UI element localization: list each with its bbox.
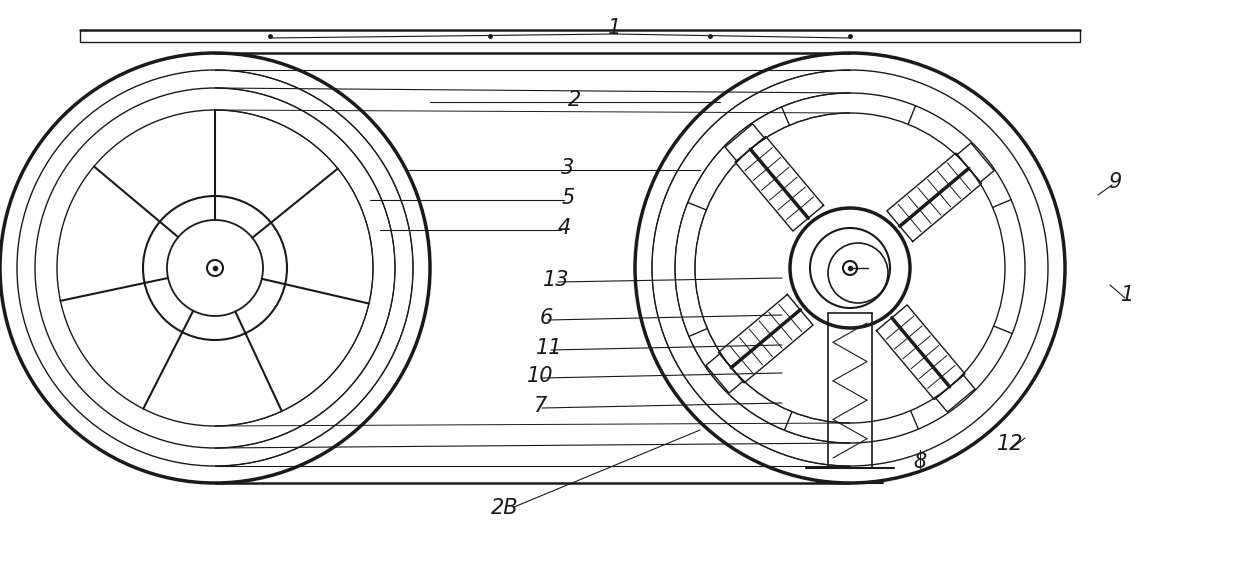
Text: 9: 9 — [1109, 172, 1121, 192]
Text: 1: 1 — [608, 18, 622, 38]
Text: 5: 5 — [561, 188, 575, 208]
Text: 7: 7 — [533, 396, 546, 416]
Text: 4: 4 — [558, 218, 571, 238]
Text: 6: 6 — [539, 308, 553, 328]
Text: 1: 1 — [1121, 285, 1135, 305]
Text: 3: 3 — [561, 158, 575, 178]
Text: 13: 13 — [543, 270, 569, 290]
Text: 8: 8 — [913, 452, 927, 472]
Text: 10: 10 — [527, 366, 554, 386]
Text: 11: 11 — [535, 338, 563, 358]
Text: 2B: 2B — [491, 498, 519, 518]
Text: 2: 2 — [569, 90, 581, 110]
Text: 12: 12 — [996, 434, 1023, 454]
